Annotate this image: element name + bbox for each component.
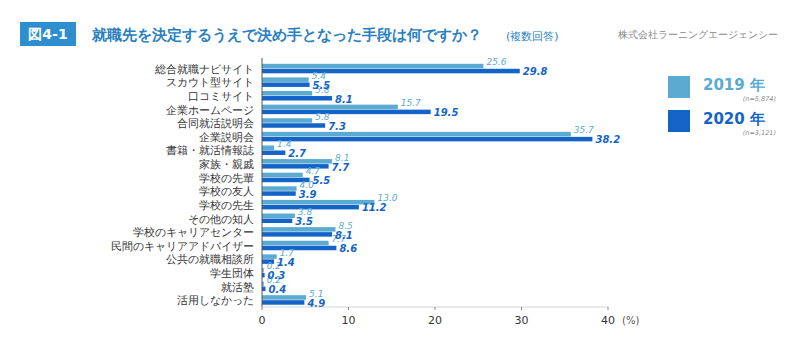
tick-label: 10: [342, 314, 356, 327]
data-label: 5.5: [313, 80, 331, 91]
bar: [262, 232, 332, 237]
tick-mark: [348, 307, 349, 310]
data-label: 7.3: [328, 121, 346, 132]
tick-label: 30: [515, 314, 529, 327]
category-label: 民間のキャリアアドバイザー: [111, 240, 254, 252]
category-label: 企業ホームページ: [166, 104, 254, 116]
bar: [262, 200, 374, 205]
data-label: 15.7: [401, 98, 421, 108]
data-label: 1.4: [277, 257, 295, 268]
subtitle: (複数回答): [506, 30, 559, 43]
data-label: 29.8: [523, 66, 548, 77]
category-label: 口コミサイト: [188, 90, 254, 102]
data-label: 2.7: [288, 148, 306, 159]
bar: [262, 191, 296, 196]
bar: [262, 82, 310, 87]
bar: [262, 219, 292, 224]
category-label: 就活塾: [221, 281, 254, 293]
bar: [262, 145, 274, 150]
bar: [262, 186, 297, 191]
bar: [262, 96, 332, 101]
bar: [262, 64, 483, 69]
tick-label: 20: [428, 314, 442, 327]
bar: [262, 241, 329, 246]
legend-sample: (n=3,121): [743, 129, 776, 137]
bar: [262, 91, 312, 96]
legend-swatch: [668, 110, 690, 132]
data-label: 7.7: [332, 162, 350, 173]
bar: [262, 214, 295, 219]
bar: [262, 173, 303, 178]
figure-badge: [20, 22, 76, 46]
tick-mark: [435, 307, 436, 310]
axis-label: (%): [622, 315, 639, 326]
category-label: 学校の先生: [199, 199, 254, 211]
tick-label: 40: [601, 314, 615, 327]
data-label: 3.9: [299, 189, 317, 200]
category-label: 家族・親戚: [199, 158, 254, 170]
bar: [262, 123, 325, 128]
bar: [262, 105, 398, 110]
bar: [262, 159, 332, 164]
category-label: スカウト型サイト: [166, 76, 254, 88]
data-label: 8.6: [339, 243, 357, 254]
bar: [262, 77, 309, 82]
tick-mark: [608, 307, 609, 310]
bar: [262, 150, 285, 155]
legend-label: 2020 年: [703, 110, 765, 128]
bar: [262, 69, 520, 74]
data-label: 8.1: [335, 94, 353, 105]
tick-mark: [521, 307, 522, 310]
legend-sample: (n=5,874): [743, 95, 776, 103]
source: 株式会社ラーニングエージェンシー: [617, 29, 778, 40]
bar: [262, 300, 304, 305]
bar: [262, 246, 336, 251]
bars: [262, 64, 592, 305]
legend-swatch: [668, 76, 690, 98]
bar: [262, 227, 336, 232]
bar: [262, 137, 592, 142]
category-label: 活用しなかった: [177, 294, 254, 306]
data-label: 0.4: [268, 284, 286, 295]
data-label: 35.7: [574, 125, 594, 135]
y-axis: [262, 58, 263, 307]
category-label: 公共の就職相談所: [166, 253, 254, 265]
category-label: 学校の先輩: [199, 172, 254, 184]
data-label: 11.2: [362, 202, 387, 213]
data-label: 38.2: [595, 134, 620, 145]
category-label: 企業説明会: [199, 131, 254, 143]
bar: [262, 118, 312, 123]
data-label: 25.6: [486, 57, 506, 67]
legend-label: 2019 年: [703, 76, 765, 94]
title: 就職先を決定するうえで決め手となった手段は何ですか？: [91, 26, 482, 44]
data-label: 8.1: [335, 230, 353, 241]
data-label: 0.3: [268, 270, 286, 281]
category-label: 学生団体: [210, 267, 254, 279]
tick-label: 0: [259, 314, 266, 327]
category-label: 総合就職ナビサイト: [154, 63, 254, 75]
category-label: 書籍・就活情報誌: [166, 144, 254, 156]
bar: [262, 287, 265, 292]
data-label: 3.5: [295, 216, 313, 227]
category-label: 合同就活説明会: [177, 117, 254, 129]
figure-label: 図4-1: [28, 26, 67, 42]
tick-mark: [262, 307, 263, 310]
bar: [262, 132, 571, 137]
category-label: 学校の友人: [199, 185, 254, 197]
bar: [262, 254, 277, 259]
category-label: 学校のキャリアセンター: [133, 226, 254, 238]
data-label: 5.5: [313, 175, 331, 186]
bar: [262, 110, 431, 115]
bar: [262, 295, 306, 300]
data-label: 19.5: [434, 107, 459, 118]
category-label: その他の知人: [188, 213, 254, 225]
